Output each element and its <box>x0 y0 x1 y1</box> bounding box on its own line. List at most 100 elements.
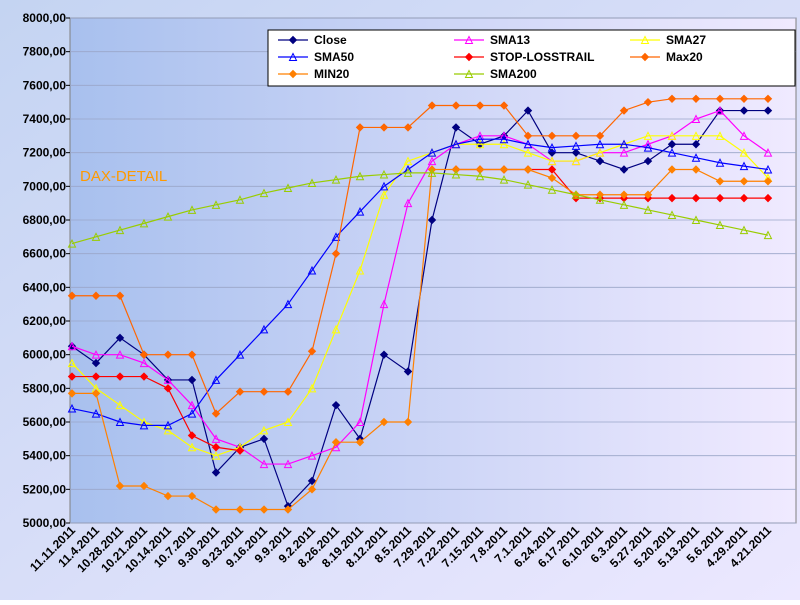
marker <box>187 350 197 359</box>
marker <box>91 291 101 300</box>
marker <box>571 141 581 150</box>
marker <box>91 232 101 241</box>
marker <box>355 417 365 426</box>
marker <box>691 153 701 162</box>
marker <box>67 372 77 381</box>
marker <box>331 437 341 447</box>
marker <box>379 417 389 427</box>
marker <box>691 215 701 224</box>
y-tick-label: 5000,00 <box>23 516 67 530</box>
marker <box>464 69 474 78</box>
marker <box>67 389 77 398</box>
marker <box>403 168 413 177</box>
marker <box>427 148 437 157</box>
marker <box>523 131 533 141</box>
marker <box>283 299 293 309</box>
marker <box>331 249 341 258</box>
marker <box>643 97 653 107</box>
marker <box>67 358 77 368</box>
marker <box>307 265 317 275</box>
marker <box>331 324 341 334</box>
marker <box>427 215 437 225</box>
marker <box>571 148 581 157</box>
marker <box>547 185 557 194</box>
marker <box>643 131 653 140</box>
marker <box>235 350 245 359</box>
marker <box>115 333 125 343</box>
y-tick-label: 7200,00 <box>23 146 67 160</box>
marker <box>715 94 725 104</box>
marker <box>595 195 605 204</box>
marker <box>451 101 461 110</box>
y-tick-label: 5800,00 <box>23 381 67 395</box>
marker <box>259 188 269 198</box>
marker <box>523 180 533 189</box>
y-tick-label: 7800,00 <box>23 45 67 59</box>
marker <box>115 225 125 235</box>
legend <box>267 29 796 87</box>
y-tick-label: 6400,00 <box>23 280 67 294</box>
marker <box>619 165 629 174</box>
marker <box>403 123 413 132</box>
marker <box>91 358 101 368</box>
marker <box>547 156 557 166</box>
marker <box>259 434 269 444</box>
marker <box>499 174 509 184</box>
marker <box>451 123 461 132</box>
marker <box>643 190 653 199</box>
marker <box>91 372 101 381</box>
marker <box>283 505 293 514</box>
marker <box>643 205 653 214</box>
marker <box>91 408 101 418</box>
marker <box>691 114 701 123</box>
y-tick-label: 6000,00 <box>23 348 67 362</box>
marker <box>331 174 341 184</box>
marker <box>187 408 197 418</box>
y-tick-label: 7000,00 <box>23 179 67 193</box>
marker <box>379 350 389 359</box>
marker <box>547 142 557 152</box>
marker <box>355 123 365 132</box>
legend-label: STOP-LOSSTRAIL <box>490 50 594 64</box>
marker <box>667 131 677 140</box>
marker <box>451 165 461 174</box>
marker <box>667 165 677 174</box>
y-tick-label: 5200,00 <box>23 482 67 496</box>
marker <box>451 169 461 179</box>
y-tick-label: 7600,00 <box>23 78 67 92</box>
marker <box>715 220 725 230</box>
marker <box>235 446 245 455</box>
marker <box>595 139 605 149</box>
marker <box>427 156 437 166</box>
marker <box>307 451 317 460</box>
marker <box>259 505 269 514</box>
marker <box>763 106 773 115</box>
y-tick-label: 6600,00 <box>23 247 67 261</box>
marker <box>307 476 317 486</box>
marker <box>283 183 293 193</box>
series-line <box>71 172 769 245</box>
marker <box>739 193 749 203</box>
marker <box>355 265 365 275</box>
marker <box>595 148 605 157</box>
marker <box>139 372 149 381</box>
marker <box>379 169 389 179</box>
marker <box>643 156 653 166</box>
marker <box>715 177 725 186</box>
marker <box>259 387 269 396</box>
marker <box>139 350 149 359</box>
marker <box>403 367 413 376</box>
marker <box>163 212 173 221</box>
marker <box>211 434 221 443</box>
marker <box>691 94 701 104</box>
marker <box>211 375 221 384</box>
marker <box>763 193 773 203</box>
marker <box>667 193 677 203</box>
plot-area <box>69 17 797 524</box>
series-group <box>67 94 773 514</box>
marker <box>163 491 173 501</box>
marker <box>691 140 701 149</box>
marker <box>355 437 365 447</box>
marker <box>499 165 509 174</box>
